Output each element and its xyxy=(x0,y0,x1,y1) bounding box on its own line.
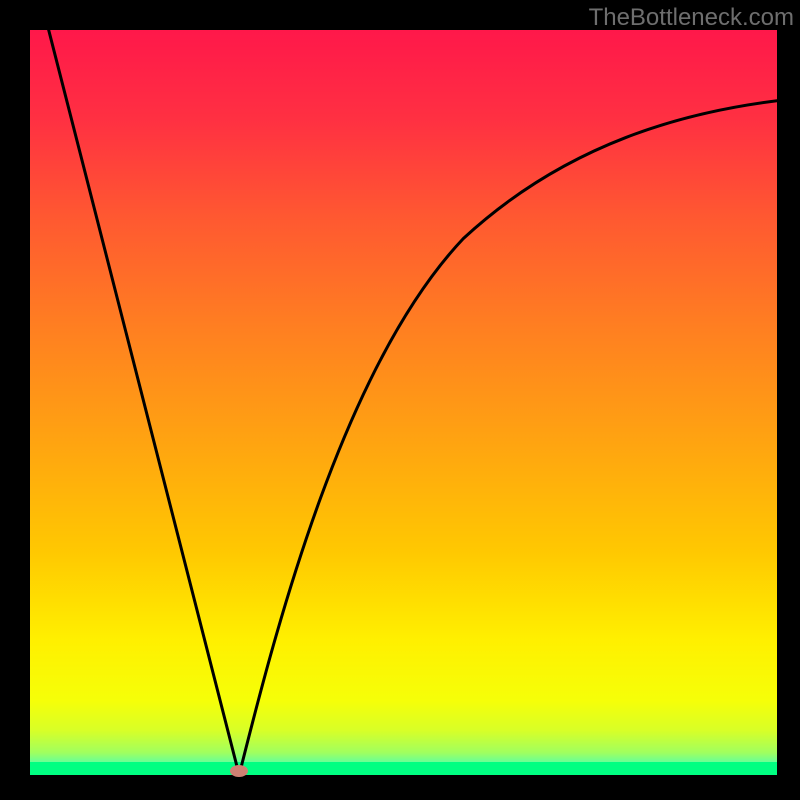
bottleneck-curve xyxy=(49,30,777,775)
watermark-text: TheBottleneck.com xyxy=(589,4,794,32)
plot-area xyxy=(30,30,777,775)
chart-root: TheBottleneck.com xyxy=(0,0,800,800)
curve-layer xyxy=(30,30,777,775)
optimum-marker xyxy=(230,765,248,777)
